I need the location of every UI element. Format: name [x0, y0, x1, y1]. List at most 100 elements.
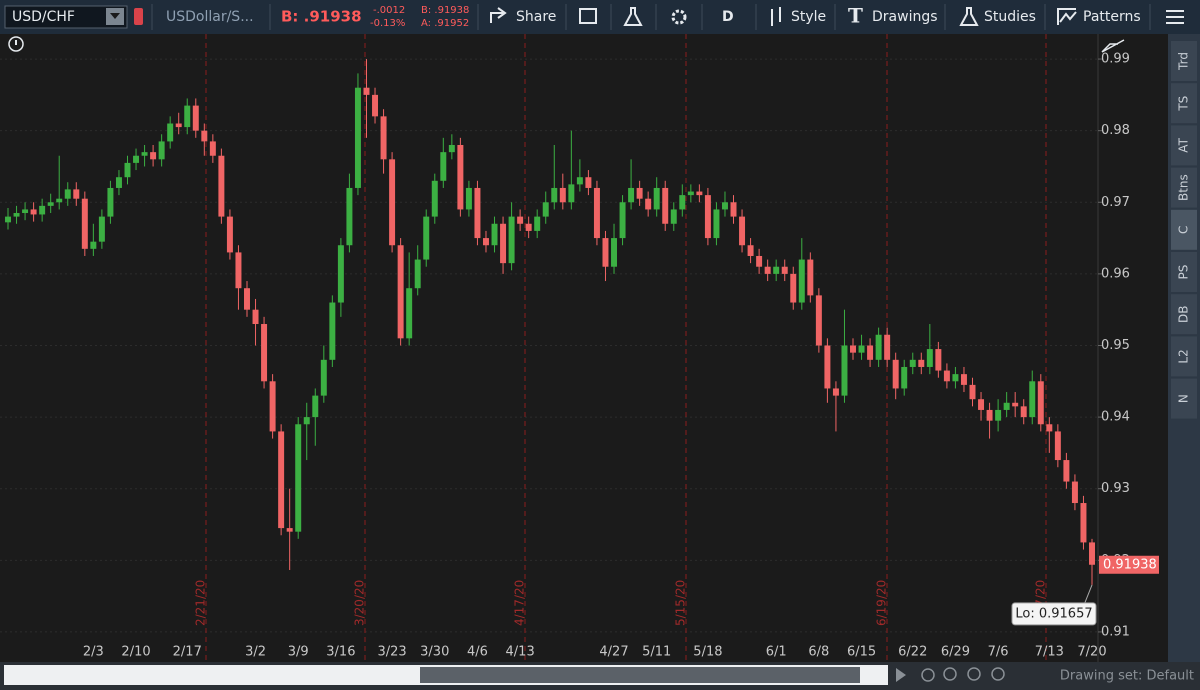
zoom-center[interactable]: [921, 668, 935, 682]
candle-body: [158, 141, 165, 160]
toolbar: [0, 0, 1200, 34]
patterns-button[interactable]: Patterns: [1083, 9, 1141, 25]
x-tick-label: 7/20: [1077, 645, 1106, 660]
candle-body: [1003, 402, 1010, 410]
x-tick-label: 7/6: [988, 645, 1009, 660]
candle-body: [500, 223, 507, 264]
aggregation-button[interactable]: D: [722, 9, 734, 25]
candle-body: [115, 177, 122, 188]
candle-body: [30, 209, 37, 215]
candle-body: [824, 345, 831, 389]
flask-icon[interactable]: [623, 7, 643, 26]
sidebar-tab[interactable]: [1171, 378, 1197, 419]
style-icon[interactable]: [771, 7, 781, 26]
sidebar-tab[interactable]: [1171, 125, 1197, 166]
candle-body: [440, 152, 447, 181]
candle-body: [1089, 542, 1095, 565]
bid-small: B: .91938: [421, 5, 469, 16]
candle-body: [1012, 402, 1019, 407]
candle-body: [756, 255, 763, 267]
sidebar-tab-label[interactable]: DB: [1177, 305, 1191, 322]
scrollbar-thumb[interactable]: [420, 667, 860, 683]
sidebar-tab[interactable]: [1171, 252, 1197, 292]
candle-body: [192, 105, 199, 131]
sidebar-tab[interactable]: [1171, 167, 1197, 208]
notes-icon[interactable]: [579, 8, 597, 24]
sidebar-tab[interactable]: [1171, 209, 1197, 250]
candle-body: [867, 345, 874, 360]
settings-icon[interactable]: [671, 9, 687, 25]
candle-body: [593, 187, 600, 239]
candle-body: [380, 116, 387, 160]
candle-body: [167, 123, 174, 142]
sidebar-tab[interactable]: [1171, 83, 1197, 124]
x-tick-label: 6/8: [808, 645, 829, 660]
candle-body: [892, 359, 899, 389]
sidebar-tab-label[interactable]: C: [1177, 226, 1191, 234]
candle-body: [482, 238, 489, 246]
info-icon[interactable]: [8, 36, 24, 52]
sidebar-tab[interactable]: [1171, 294, 1197, 335]
sidebar-tabs: Trd TS AT Btns C PS DB L2 N: [1171, 41, 1197, 419]
candle-body: [559, 187, 566, 203]
drawings-icon[interactable]: T: [848, 4, 863, 28]
candle-body: [320, 359, 327, 396]
candle-body: [295, 424, 302, 532]
share-button[interactable]: Share: [516, 9, 556, 25]
sidebar-tab[interactable]: [1171, 41, 1197, 81]
candle-body: [542, 202, 549, 217]
sidebar-tab-label[interactable]: AT: [1177, 137, 1191, 152]
candle-body: [209, 141, 216, 156]
y-tick-label: 0.98: [1101, 123, 1130, 138]
sidebar-tab-label[interactable]: PS: [1177, 265, 1191, 280]
share-icon[interactable]: [490, 7, 507, 23]
patterns-icon[interactable]: [1057, 8, 1077, 25]
candle-body: [337, 245, 344, 303]
candle-body: [773, 266, 780, 274]
sidebar-tab-label[interactable]: TS: [1177, 96, 1191, 112]
menu-icon[interactable]: [1166, 10, 1184, 24]
symbol-box[interactable]: [4, 5, 128, 29]
zoom-out[interactable]: [967, 667, 981, 681]
candle-body: [73, 189, 80, 199]
zoom-in[interactable]: [943, 667, 957, 681]
y-tick-label: 0.96: [1101, 266, 1130, 281]
x-tick-label: 2/3: [83, 645, 104, 660]
sidebar-tab-label[interactable]: Btns: [1177, 174, 1191, 201]
dropdown-arrow: [110, 13, 120, 19]
style-button[interactable]: Style: [791, 9, 826, 25]
zoom-reset[interactable]: [991, 667, 1005, 681]
candle-body: [935, 349, 942, 371]
candle-body: [525, 223, 532, 231]
candle-body: [798, 259, 805, 303]
candle-body: [98, 216, 105, 242]
candle-body: [261, 324, 268, 382]
candle-body: [457, 144, 464, 210]
alert-icon[interactable]: [134, 8, 143, 25]
candle-body: [218, 155, 225, 217]
sidebar-tab[interactable]: [1171, 336, 1197, 377]
candle-body: [815, 295, 822, 346]
candle-body: [918, 359, 925, 367]
drawing-set[interactable]: Drawing set: Default: [1060, 669, 1194, 684]
x-tick-label: 3/9: [288, 645, 309, 660]
sidebar-tab-label[interactable]: N: [1177, 394, 1191, 403]
symbol[interactable]: USD/CHF: [12, 9, 75, 25]
candle-body: [995, 409, 1002, 421]
sidebar-tab-label[interactable]: Trd: [1177, 52, 1191, 71]
candle-body: [884, 334, 891, 360]
scroll-right[interactable]: [896, 668, 906, 682]
candle-body: [841, 345, 848, 396]
x-tick-label: 6/29: [941, 645, 970, 660]
studies-button[interactable]: Studies: [984, 9, 1036, 25]
percent-change: -0.13%: [370, 18, 405, 29]
candle-body: [611, 238, 618, 267]
candle-body: [1071, 481, 1078, 504]
drawings-button[interactable]: Drawings: [872, 9, 938, 25]
sidebar-tab-label[interactable]: L2: [1177, 349, 1191, 363]
candle-body: [286, 528, 293, 532]
scale-icon[interactable]: [1101, 39, 1125, 53]
candle-body: [739, 216, 746, 246]
studies-icon[interactable]: [959, 7, 979, 26]
